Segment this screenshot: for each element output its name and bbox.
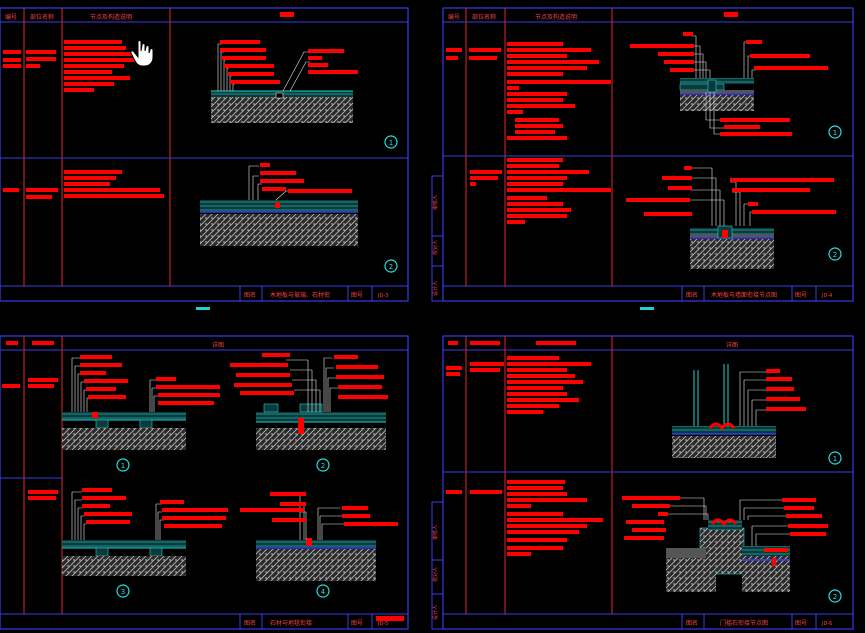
title-label: 图名 [686,291,698,299]
detail-1-threshold-stone: 1 [672,364,842,465]
title-code: JD-3 [377,293,388,299]
detail-number-1: 1 [833,455,837,463]
detail-1-wall-floor-section: 1 [630,32,842,139]
detail-1-stone-carpet: 1 [62,355,220,472]
hand-cursor-icon [130,40,154,67]
title-label: 图名 [686,619,698,627]
side-strip-label: 校对人 [432,240,439,255]
title-code-label: 图号 [351,292,363,299]
detail-2-stone-carpet: 2 [230,353,388,472]
detail-3-stone-carpet: 3 [62,488,228,598]
detail-number-2: 2 [833,593,837,601]
title-code-label: 图号 [351,620,363,627]
detail-2-floor-section: 2 [200,163,398,273]
header-col-number: 编号 [5,13,17,21]
title-name: 石材与地毯衔接 [270,619,312,627]
detail-number-2: 2 [321,462,325,470]
side-strip-label: 审核人 [432,195,439,210]
title-label: 图名 [244,291,256,299]
sheet-1: 编号 部位名称 节点及构造说明 [0,7,409,310]
sheet-3: 详图 1 [0,335,409,630]
header-col-notes: 节点及构造说明 [535,13,577,21]
detail-1-floor-section: 1 [211,40,398,149]
header-col-detail: 详图 [726,341,738,349]
detail-2-wall-floor-section: 2 [626,166,842,269]
title-name: 门槛石衔接节点图 [720,619,768,627]
sheet-4: 详图 审核人 校对人 设计人 [431,335,854,630]
title-name: 木地板与墙面衔接节点图 [711,291,777,299]
detail-number-3: 3 [121,588,125,596]
header-col-part: 部位名称 [30,13,54,21]
title-code: JD-4 [821,293,832,299]
detail-number-2: 2 [389,263,393,271]
detail-number-1: 1 [121,462,125,470]
detail-number-1: 1 [389,139,393,147]
side-strip-label: 设计人 [432,605,439,620]
detail-2-threshold-stone: 2 [622,496,842,603]
header-col-part: 部位名称 [472,13,496,21]
side-strip-label: 审核人 [432,525,439,540]
title-code: JD-5 [377,621,388,627]
side-strip-label: 设计人 [432,281,439,296]
title-block: 图名 木地板与墙面衔接节点图 图号 JD-4 [681,286,832,301]
title-block: 图名 木地板与玻璃、石材衔 图号 JD-3 [239,286,388,301]
header-col-detail: 详图 [212,341,224,349]
title-code: JD-6 [821,621,832,627]
detail-number-2: 2 [833,251,837,259]
side-strip-label: 校对人 [432,567,439,582]
sheet-2: 编号 部位名称 节点及构造说明 审核人 校对人 设计人 [431,7,854,310]
header-col-notes: 节点及构造说明 [90,13,132,21]
title-code-label: 图号 [795,292,807,299]
detail-number-1: 1 [833,129,837,137]
title-block: 图名 门槛石衔接节点图 图号 JD-6 [681,614,832,629]
title-block: 图名 石材与地毯衔接 图号 JD-5 [239,614,404,629]
detail-number-4: 4 [321,588,326,596]
detail-4-stone-carpet: 4 [240,492,398,598]
header-col-number: 编号 [448,13,460,21]
title-name: 木地板与玻璃、石材衔 [270,291,330,299]
title-code-label: 图号 [795,620,807,627]
title-label: 图名 [244,619,256,627]
